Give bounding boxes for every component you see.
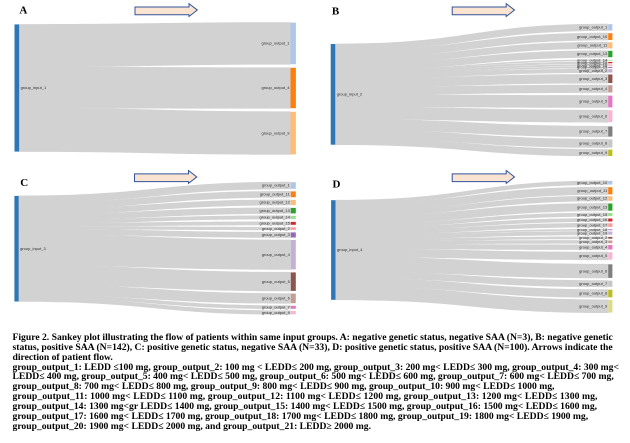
svg-text:group_output_6: group_output_6 [579, 114, 608, 119]
svg-text:group_output_16: group_output_16 [577, 62, 608, 67]
svg-text:group_output_10: group_output_10 [577, 34, 608, 39]
svg-text:C: C [20, 177, 28, 189]
svg-text:group_output_4: group_output_4 [262, 252, 291, 257]
svg-text:group_output_11: group_output_11 [260, 192, 291, 197]
svg-text:D: D [333, 179, 341, 191]
svg-text:group_input_3: group_input_3 [20, 246, 46, 251]
svg-text:group_output_4: group_output_4 [579, 244, 608, 249]
svg-text:group_output_5: group_output_5 [579, 99, 608, 104]
svg-text:group_output_16: group_output_16 [577, 217, 608, 222]
svg-text:group_output_6: group_output_6 [262, 296, 291, 301]
svg-text:group_output_9: group_output_9 [261, 130, 290, 135]
svg-text:group_output_9: group_output_9 [262, 310, 291, 315]
svg-text:group_output_11: group_output_11 [577, 43, 608, 48]
svg-text:group_output_14: group_output_14 [577, 57, 608, 62]
svg-text:group_output_2: group_output_2 [579, 235, 608, 240]
svg-text:group_output_15: group_output_15 [577, 60, 608, 65]
svg-text:group_output_8: group_output_8 [579, 141, 608, 146]
svg-text:group_output_3: group_output_3 [579, 239, 608, 244]
svg-text:group_input_4: group_input_4 [337, 247, 363, 252]
svg-text:group_output_3: group_output_3 [262, 232, 291, 237]
svg-text:B: B [332, 6, 340, 18]
svg-text:group_output_13: group_output_13 [260, 208, 291, 213]
svg-text:group_output_10: group_output_10 [577, 180, 608, 185]
svg-text:group_output_17: group_output_17 [577, 222, 608, 227]
svg-text:group_output_4: group_output_4 [579, 86, 608, 91]
svg-text:group_output_19: group_output_19 [577, 65, 608, 70]
svg-text:group_output_2: group_output_2 [262, 226, 291, 231]
svg-text:group_output_4: group_output_4 [261, 85, 290, 90]
svg-text:A: A [19, 4, 27, 16]
svg-text:group_output_8: group_output_8 [579, 291, 608, 296]
svg-text:group_output_7: group_output_7 [579, 129, 608, 134]
svg-text:group_output_9: group_output_9 [579, 303, 608, 308]
svg-text:group_output_9: group_output_9 [579, 150, 608, 155]
svg-text:group_output_5: group_output_5 [579, 253, 608, 258]
svg-text:group_output_15: group_output_15 [577, 212, 608, 217]
svg-text:group_output_3: group_output_3 [579, 76, 608, 81]
svg-text:group_output_18: group_output_18 [577, 227, 608, 232]
svg-text:group_output_12: group_output_12 [577, 196, 608, 201]
svg-text:group_output_12: group_output_12 [260, 200, 291, 205]
svg-text:group_input_1: group_input_1 [21, 85, 47, 90]
svg-text:group_output_1: group_output_1 [261, 41, 290, 46]
svg-text:group_output_1: group_output_1 [579, 25, 608, 30]
svg-text:group_output_6: group_output_6 [579, 268, 608, 273]
svg-text:group_output_5: group_output_5 [262, 279, 291, 284]
svg-text:group_output_13: group_output_13 [577, 51, 608, 56]
svg-text:group_output_14: group_output_14 [260, 215, 291, 220]
svg-text:group_output_1: group_output_1 [262, 183, 291, 188]
svg-text:group_output_13: group_output_13 [577, 204, 608, 209]
svg-text:group_output_7: group_output_7 [579, 281, 608, 286]
svg-text:group_output_2: group_output_2 [579, 68, 608, 73]
svg-text:group_output_7: group_output_7 [262, 305, 291, 310]
svg-text:group_output_11: group_output_11 [577, 188, 608, 193]
svg-text:group_output_15: group_output_15 [260, 221, 291, 226]
svg-text:group_input_2: group_input_2 [337, 92, 363, 97]
svg-text:group_output_19: group_output_19 [577, 230, 608, 235]
